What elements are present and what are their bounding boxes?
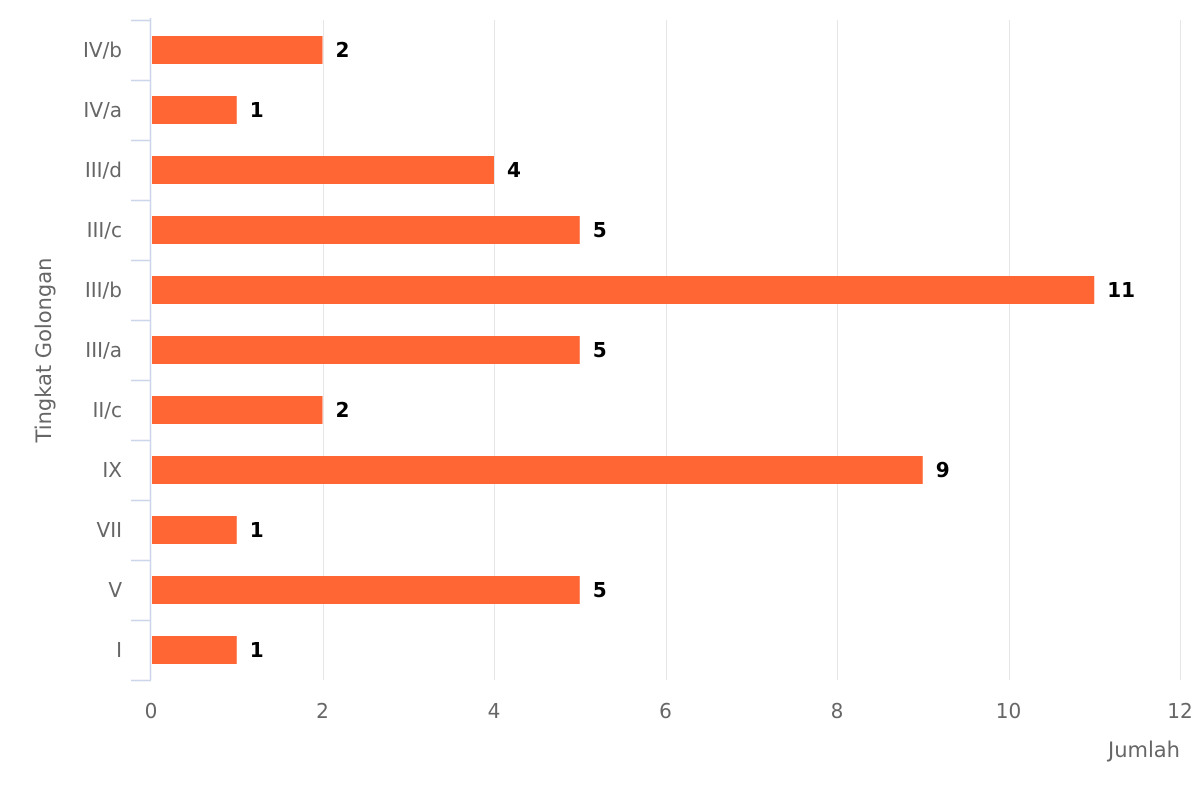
gridlines [323,20,1181,680]
data-label: 5 [593,578,607,602]
y-category-label: III/a [85,338,122,362]
x-tick-label: 8 [831,699,844,723]
data-label: 5 [593,218,607,242]
data-label: 4 [507,158,521,182]
x-tick-label: 2 [316,699,329,723]
bar-IX [152,456,923,484]
x-tick-label: 10 [996,699,1021,723]
y-category-label: III/b [85,278,122,302]
y-category-label: I [116,638,122,662]
bar-V [152,576,580,604]
x-tick-label: 12 [1167,699,1192,723]
bar-IV/b [152,36,323,64]
data-label: 2 [336,38,350,62]
y-category-label: III/d [85,158,122,182]
data-label: 1 [250,518,264,542]
y-category-label: V [108,578,122,602]
data-label: 1 [250,98,264,122]
y-category-label: IX [102,458,122,482]
bar-IV/a [152,96,237,124]
data-label: 1 [250,638,264,662]
y-axis [131,18,152,682]
x-axis-title: Jumlah [1106,738,1180,762]
bar-III/b [152,276,1095,304]
x-tick-label: 4 [488,699,501,723]
y-category-label: VII [97,518,122,542]
data-label: 2 [336,398,350,422]
x-tick-label: 0 [145,699,158,723]
data-label: 5 [593,338,607,362]
data-label: 11 [1107,278,1135,302]
y-category-label: II/c [92,398,122,422]
bar-VII [152,516,237,544]
bar-I [152,636,237,664]
y-category-label: IV/a [83,98,122,122]
bar-II/c [152,396,323,424]
bar-III/a [152,336,580,364]
bar-III/c [152,216,580,244]
data-label: 9 [936,458,950,482]
x-tick-label: 6 [659,699,672,723]
y-category-label: IV/b [83,38,122,62]
y-axis-title: Tingkat Golongan [32,258,56,444]
bar-III/d [152,156,494,184]
y-category-label: III/c [87,218,122,242]
bars [152,36,1095,664]
